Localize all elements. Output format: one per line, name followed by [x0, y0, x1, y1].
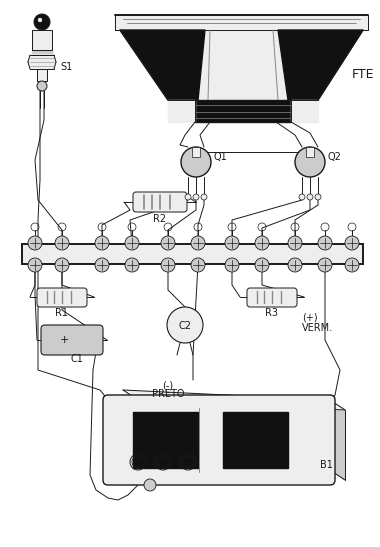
Bar [306, 147, 314, 157]
Circle shape [167, 307, 203, 343]
Circle shape [28, 236, 42, 250]
Circle shape [161, 258, 175, 272]
Circle shape [55, 258, 69, 272]
Circle shape [345, 258, 359, 272]
Circle shape [191, 258, 205, 272]
Text: (+): (+) [302, 313, 318, 323]
Polygon shape [115, 15, 368, 30]
FancyBboxPatch shape [37, 288, 87, 307]
Bar [22, 244, 363, 264]
Circle shape [255, 258, 269, 272]
Circle shape [28, 258, 42, 272]
Circle shape [225, 258, 239, 272]
Circle shape [38, 18, 42, 22]
Text: R1: R1 [55, 308, 68, 318]
Circle shape [299, 194, 305, 200]
Text: R3: R3 [266, 308, 279, 318]
Text: +: + [59, 335, 69, 345]
Circle shape [185, 194, 191, 200]
Circle shape [295, 147, 325, 177]
Polygon shape [195, 100, 291, 122]
Circle shape [345, 236, 359, 250]
Text: (-): (-) [162, 381, 174, 391]
Circle shape [95, 258, 109, 272]
Polygon shape [330, 400, 345, 480]
Polygon shape [223, 412, 288, 468]
Text: Q2: Q2 [328, 152, 342, 162]
Circle shape [95, 236, 109, 250]
Bar [37, 69, 47, 81]
Bar [32, 30, 52, 50]
Circle shape [181, 147, 211, 177]
Circle shape [288, 258, 302, 272]
Circle shape [144, 479, 156, 491]
Circle shape [37, 81, 47, 91]
Text: PRETO: PRETO [152, 389, 184, 399]
FancyBboxPatch shape [41, 325, 103, 355]
Polygon shape [89, 329, 99, 351]
FancyBboxPatch shape [133, 192, 187, 212]
Circle shape [191, 236, 205, 250]
Polygon shape [278, 30, 363, 100]
Polygon shape [133, 412, 198, 468]
Text: Q1: Q1 [214, 152, 228, 162]
Text: VERM.: VERM. [302, 323, 333, 333]
Circle shape [255, 236, 269, 250]
Text: B1: B1 [320, 460, 333, 470]
Bar [192, 147, 200, 157]
Polygon shape [291, 100, 318, 122]
Text: C2: C2 [179, 321, 192, 331]
Polygon shape [123, 390, 345, 410]
Polygon shape [120, 30, 363, 100]
Text: S1: S1 [60, 62, 72, 72]
Polygon shape [32, 50, 52, 55]
Circle shape [201, 194, 207, 200]
Circle shape [307, 194, 313, 200]
Circle shape [225, 236, 239, 250]
Circle shape [55, 236, 69, 250]
Circle shape [318, 236, 332, 250]
Circle shape [193, 194, 199, 200]
Circle shape [125, 258, 139, 272]
Text: C1: C1 [71, 354, 84, 364]
Text: R2: R2 [154, 214, 166, 224]
Circle shape [315, 194, 321, 200]
Text: FTE: FTE [352, 68, 375, 82]
Polygon shape [120, 30, 205, 100]
Polygon shape [45, 329, 55, 351]
FancyBboxPatch shape [103, 395, 335, 485]
Circle shape [125, 236, 139, 250]
Circle shape [34, 14, 50, 30]
Circle shape [161, 236, 175, 250]
Polygon shape [168, 100, 195, 122]
Circle shape [318, 258, 332, 272]
Polygon shape [28, 55, 56, 69]
FancyBboxPatch shape [247, 288, 297, 307]
Circle shape [288, 236, 302, 250]
